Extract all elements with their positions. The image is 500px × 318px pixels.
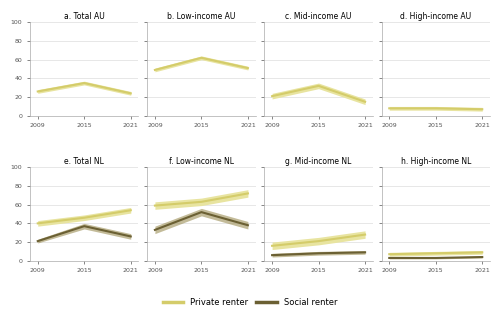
Legend: Private renter, Social renter: Private renter, Social renter [159,295,341,311]
Title: e. Total NL: e. Total NL [64,157,104,166]
Title: f. Low-income NL: f. Low-income NL [169,157,234,166]
Title: d. High-income AU: d. High-income AU [400,12,471,22]
Title: a. Total AU: a. Total AU [64,12,104,22]
Title: g. Mid-income NL: g. Mid-income NL [286,157,352,166]
Title: h. High-income NL: h. High-income NL [400,157,471,166]
Title: b. Low-income AU: b. Low-income AU [167,12,235,22]
Title: c. Mid-income AU: c. Mid-income AU [286,12,352,22]
